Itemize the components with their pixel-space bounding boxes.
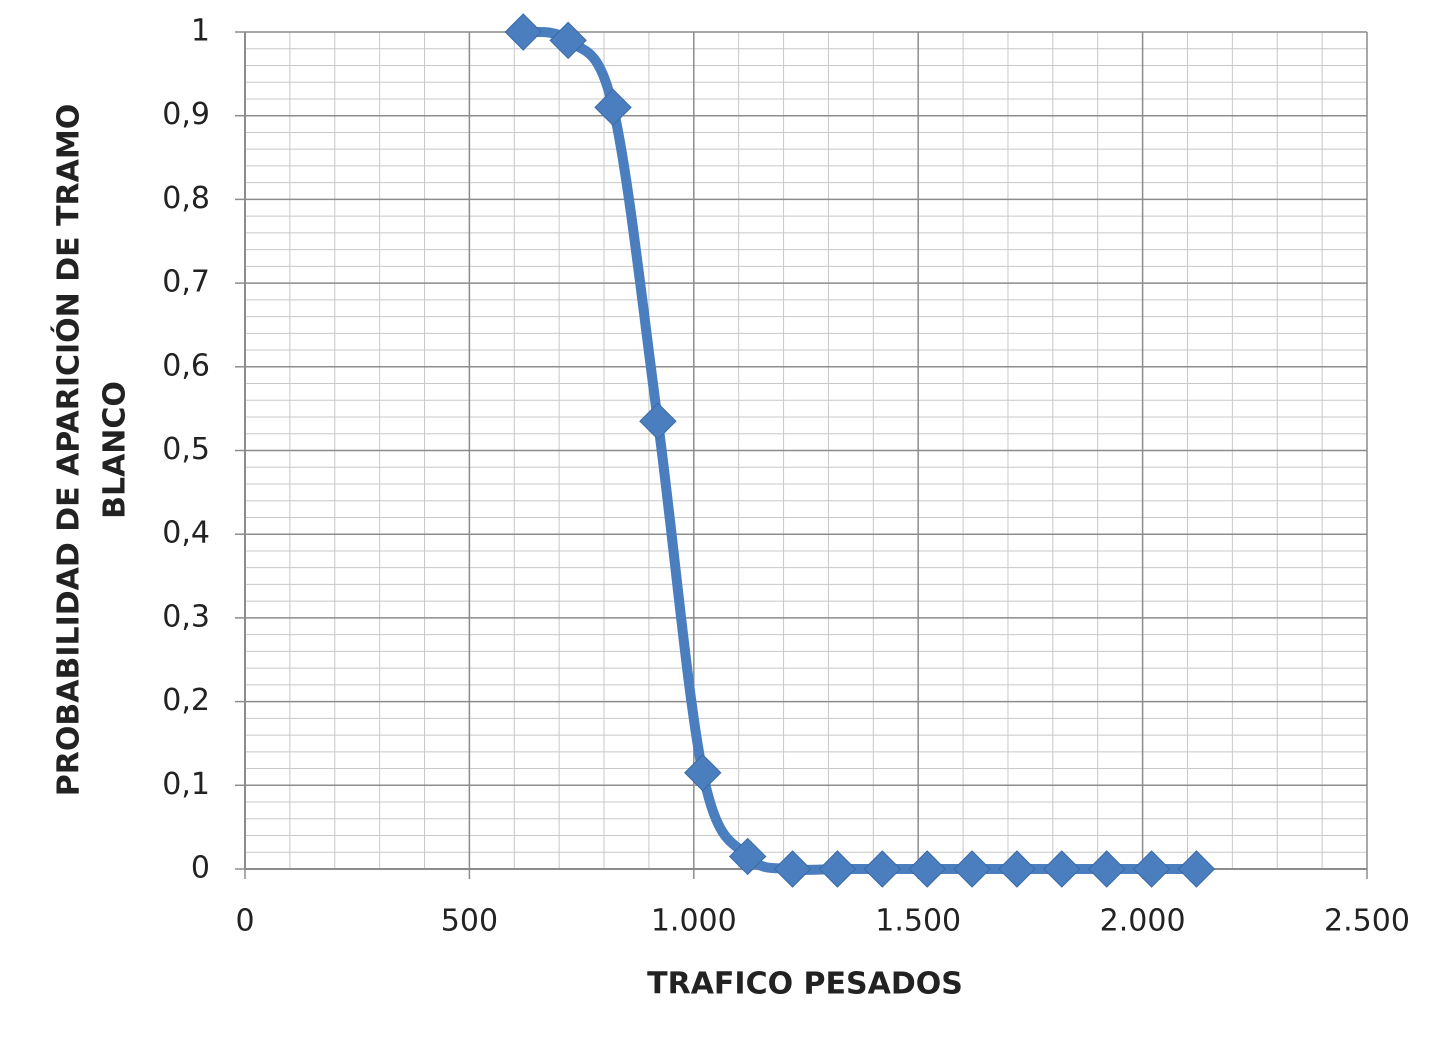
marker — [953, 850, 991, 888]
y-axis-label: BLANCO — [98, 381, 133, 519]
y-tick-label: 1 — [191, 14, 210, 49]
marker — [504, 13, 542, 51]
marker — [1177, 850, 1216, 888]
y-tick-label: 0,2 — [162, 683, 210, 718]
x-tick-label: 2.000 — [1100, 904, 1186, 939]
y-tick-label: 0,3 — [162, 599, 210, 634]
y-tick-label: 0,7 — [162, 265, 210, 300]
y-tick-label: 0,8 — [162, 181, 210, 216]
y-tick-label: 0,1 — [162, 767, 210, 802]
x-tick-label: 1.000 — [651, 904, 737, 939]
marker — [639, 402, 677, 440]
marker — [818, 850, 857, 888]
x-tick-label: 500 — [441, 904, 498, 939]
marker — [998, 850, 1036, 888]
marker — [684, 754, 722, 792]
x-tick-label: 2.500 — [1324, 904, 1410, 939]
x-tick-label: 1.500 — [875, 904, 961, 939]
y-tick-label: 0,4 — [162, 516, 210, 551]
x-tick-label: 0 — [235, 904, 254, 939]
marker — [1132, 850, 1171, 888]
marker — [1043, 850, 1081, 888]
y-axis-label: PROBABILIDAD DE APARICIÓN DE TRAMO — [50, 104, 87, 796]
marker — [549, 21, 587, 60]
marker — [728, 837, 767, 876]
y-tick-label: 0,5 — [162, 432, 210, 467]
x-axis-label: TRAFICO PESADOS — [647, 967, 963, 1002]
y-tick-label: 0,6 — [162, 348, 210, 383]
axes: 0 0,1 0,2 0,3 0,4 0,5 0,6 0,7 0,8 0,9 1 0 500 1.000 1.… — [162, 14, 1410, 939]
marker — [1087, 850, 1126, 888]
marker — [863, 850, 902, 888]
marker — [773, 850, 812, 888]
y-tick-label: 0,9 — [162, 97, 210, 132]
plot — [504, 13, 1216, 888]
marker — [908, 850, 946, 888]
marker — [594, 88, 632, 127]
y-tick-label: 0 — [191, 851, 210, 886]
